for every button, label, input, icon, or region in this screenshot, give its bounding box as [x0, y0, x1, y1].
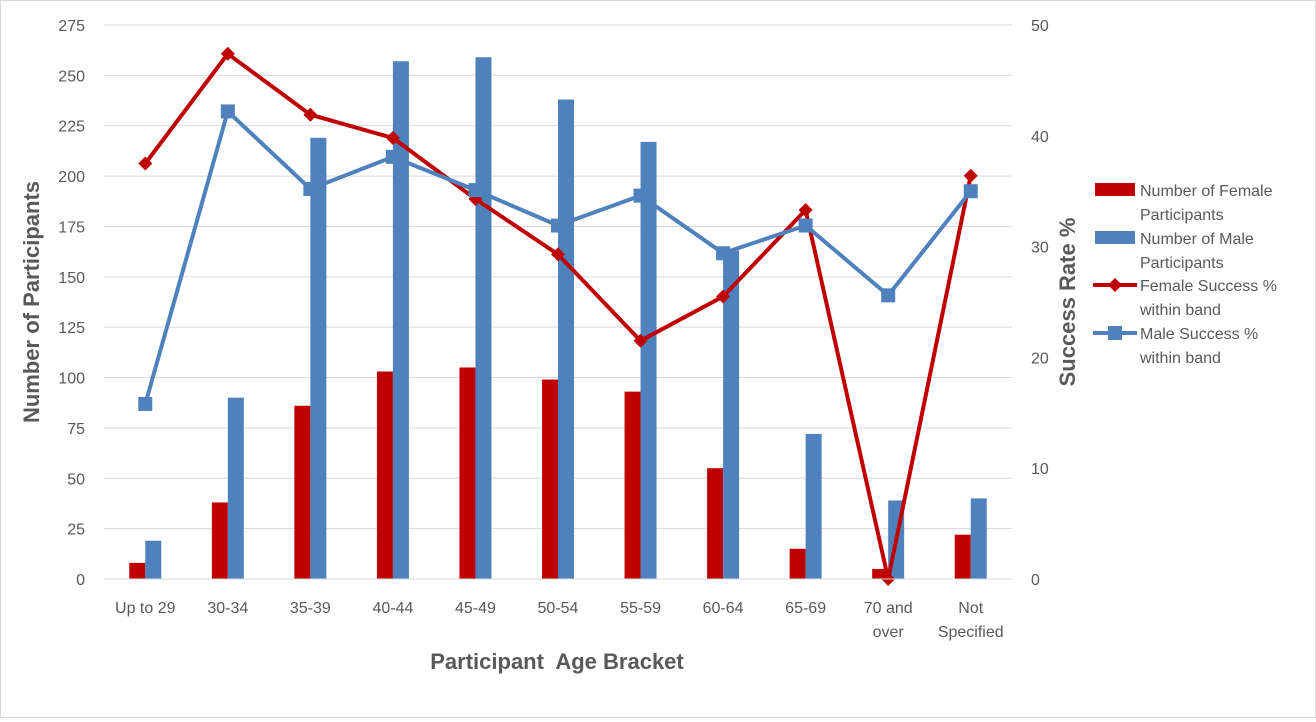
bar: [640, 141, 657, 580]
bar: [392, 61, 409, 579]
bar: [954, 534, 971, 579]
legend-label: within band: [1139, 350, 1221, 367]
y-tick-label: 25: [67, 522, 85, 539]
legend-label: Female Success %: [1140, 278, 1277, 295]
bar-series: [129, 57, 987, 580]
x-tick-label: 40-44: [372, 600, 413, 617]
diamond-marker: [798, 203, 813, 218]
square-marker: [881, 288, 896, 303]
bar: [459, 367, 476, 579]
square-marker: [303, 181, 318, 196]
x-tick-label: Specified: [938, 624, 1004, 641]
square-marker: [798, 218, 813, 233]
square-marker: [633, 188, 648, 203]
diamond-marker: [551, 247, 565, 262]
bar: [723, 250, 740, 579]
axes: 0 25 50 75 100 125 150 175 200 225 250 275 0 10 20 30 40…: [58, 18, 1049, 641]
legend: Number of Female Participants Number of Ma…: [1093, 183, 1277, 367]
bar: [542, 379, 558, 579]
y2-tick-label: 50: [1031, 18, 1049, 35]
diamond-marker: [963, 168, 978, 183]
bar: [294, 405, 311, 579]
legend-marker: [1108, 278, 1122, 292]
legend-label: within band: [1139, 302, 1221, 319]
bar: [805, 433, 822, 579]
legend-label: Male Success %: [1140, 326, 1258, 343]
y-tick-label: 0: [76, 572, 85, 589]
y-tick-label: 50: [67, 471, 85, 488]
y2-tick-label: 40: [1031, 129, 1049, 146]
y2-tick-label: 30: [1031, 240, 1049, 257]
legend-swatch: [1095, 231, 1135, 244]
diamond-marker: [385, 131, 400, 146]
bar: [145, 540, 162, 579]
y-tick-label: 200: [58, 169, 85, 186]
bar: [558, 99, 574, 580]
legend-label: Participants: [1140, 207, 1224, 224]
diamond-marker: [303, 107, 318, 122]
square-marker: [551, 218, 565, 233]
bar: [789, 548, 806, 579]
x-tick-label: Up to 29: [115, 600, 176, 617]
y2-tick-label: 0: [1031, 572, 1040, 589]
y-tick-label: 250: [58, 68, 85, 85]
y-tick-label: 275: [58, 18, 85, 35]
square-marker: [220, 104, 235, 119]
bar: [376, 371, 393, 579]
x-tick-label: 60-64: [703, 600, 744, 617]
bar: [227, 397, 244, 579]
x-tick-label: 65-69: [785, 600, 826, 617]
y2-axis-title: Success Rate %: [1055, 218, 1080, 387]
square-marker: [385, 149, 400, 164]
x-tick-label: 50-54: [538, 600, 579, 617]
bar: [211, 502, 228, 579]
diamond-marker: [138, 156, 153, 171]
diamond-marker: [220, 46, 235, 61]
square-marker: [716, 246, 731, 261]
y-axis-title: Number of Participants: [19, 181, 44, 423]
bar: [707, 468, 724, 579]
y2-tick-label: 20: [1031, 350, 1049, 367]
diamond-marker: [633, 333, 648, 348]
bar: [872, 568, 889, 579]
bar: [970, 498, 987, 579]
legend-label: Participants: [1140, 255, 1224, 272]
x-tick-label: 30-34: [207, 600, 248, 617]
bar: [624, 391, 641, 579]
bar: [475, 57, 492, 579]
square-marker: [138, 396, 153, 411]
x-tick-label: 45-49: [455, 600, 496, 617]
x-tick-label: over: [873, 624, 905, 641]
square-marker: [963, 184, 978, 199]
square-marker: [468, 183, 483, 198]
bar: [129, 562, 146, 579]
line-series: [138, 46, 978, 586]
legend-label: Number of Male: [1140, 231, 1254, 248]
x-tick-label: Not: [958, 600, 983, 617]
legend-marker: [1108, 326, 1122, 340]
legend-swatch: [1095, 183, 1135, 196]
legend-label: Number of Female: [1140, 183, 1273, 200]
x-tick-label: 35-39: [290, 600, 331, 617]
y-tick-label: 175: [58, 219, 85, 236]
x-axis-title: Participant Age Bracket: [430, 649, 684, 674]
y-tick-label: 125: [58, 320, 85, 337]
diamond-marker: [716, 289, 731, 304]
y-tick-label: 100: [58, 371, 85, 388]
x-tick-label: 55-59: [620, 600, 661, 617]
bar: [310, 137, 327, 579]
y-tick-label: 225: [58, 119, 85, 136]
y2-tick-label: 10: [1031, 461, 1049, 478]
y-tick-label: 75: [67, 421, 85, 438]
y-tick-label: 150: [58, 270, 85, 287]
x-tick-label: 70 and: [864, 600, 913, 617]
